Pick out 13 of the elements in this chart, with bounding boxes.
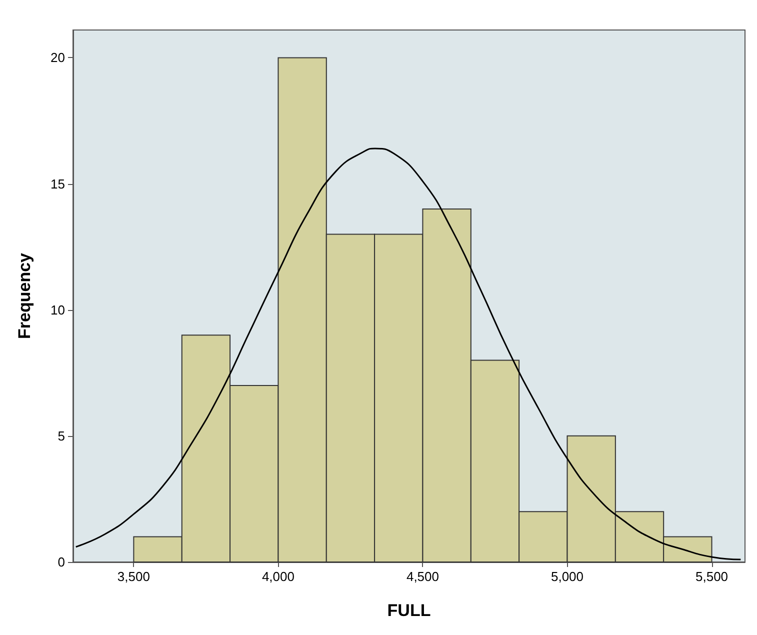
y-tick-label: 20 [50,50,65,66]
x-tick-label: 5,000 [550,569,584,584]
x-tick-label: 4,000 [262,569,294,584]
y-tick-label: 0 [58,554,65,570]
x-tick-label: 3,500 [117,569,150,584]
x-tick-label: 4,500 [406,569,439,584]
y-tick-label: 15 [50,176,65,192]
x-axis-title: FULL [387,601,431,620]
y-tick-label: 10 [50,302,65,318]
y-tick-label: 5 [58,428,65,444]
line-series [75,148,742,560]
y-axis-title: Frequency [15,252,34,339]
x-tick-label: 5,500 [695,569,728,584]
